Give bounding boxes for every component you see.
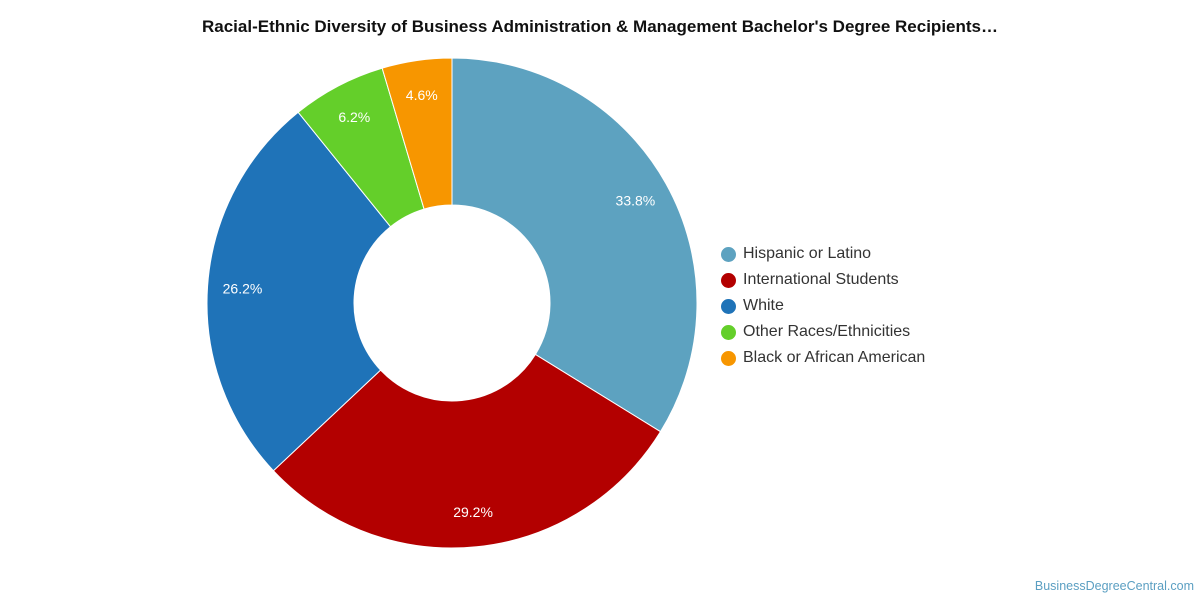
legend-item[interactable]: Black or African American bbox=[721, 345, 925, 371]
source-credit: BusinessDegreeCentral.com bbox=[1034, 579, 1194, 593]
slice-white bbox=[206, 111, 392, 472]
legend-marker bbox=[721, 246, 736, 262]
legend-marker bbox=[721, 298, 736, 314]
donut-slices bbox=[206, 57, 698, 549]
slice-hispanic-or-latino bbox=[451, 57, 698, 433]
slice-black-or-african-american bbox=[381, 57, 453, 210]
legend-label: International Students bbox=[743, 271, 899, 288]
legend-item[interactable]: Hispanic or Latino bbox=[721, 241, 925, 267]
legend-label: Other Races/Ethnicities bbox=[743, 323, 911, 340]
legend-item[interactable]: Other Races/Ethnicities bbox=[721, 319, 925, 345]
data-label: 4.6% bbox=[406, 87, 438, 103]
legend-marker bbox=[721, 324, 736, 340]
data-label: 33.8% bbox=[616, 193, 656, 209]
legend-label: White bbox=[743, 297, 784, 314]
data-label: 26.2% bbox=[223, 280, 263, 296]
slice-international-students bbox=[272, 353, 662, 549]
legend: Hispanic or Latino International Students… bbox=[721, 241, 925, 371]
legend-label: Hispanic or Latino bbox=[743, 245, 872, 262]
legend-item[interactable]: International Students bbox=[721, 267, 925, 293]
legend-marker bbox=[721, 272, 736, 288]
chart-title: Racial-Ethnic Diversity of Business Admi… bbox=[201, 17, 998, 36]
legend-item[interactable]: White bbox=[721, 293, 925, 319]
legend-marker bbox=[721, 350, 736, 366]
legend-label: Black or African American bbox=[743, 349, 926, 366]
slice-labels: 33.8% 29.2% 26.2% 6.2% 4.6% bbox=[223, 87, 656, 520]
data-label: 6.2% bbox=[338, 109, 370, 125]
data-label: 29.2% bbox=[453, 504, 493, 520]
